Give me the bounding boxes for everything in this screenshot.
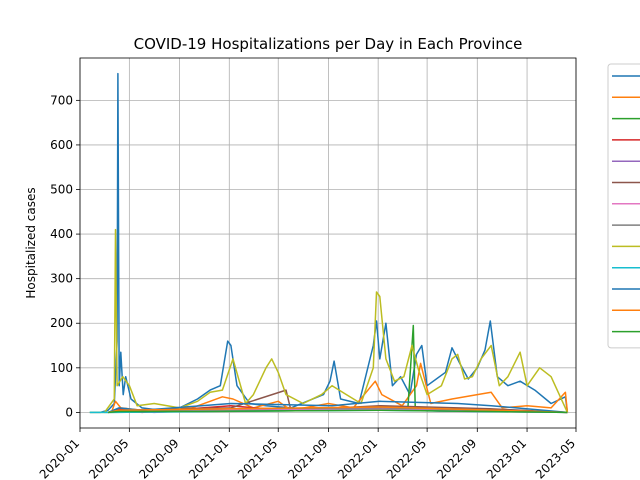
x-tick-label: 2020-05 bbox=[86, 436, 131, 480]
x-tick-label: 2022-01 bbox=[335, 436, 380, 480]
y-tick-label: 500 bbox=[50, 183, 73, 197]
series-line-9 bbox=[89, 228, 569, 414]
x-tick-label: 2023-05 bbox=[533, 436, 578, 480]
series-lines bbox=[89, 72, 569, 414]
x-tick-label: 2021-09 bbox=[285, 436, 330, 480]
y-tick-label: 400 bbox=[50, 227, 73, 241]
x-tick-label: 2021-01 bbox=[186, 436, 231, 480]
y-axis-ticks: 0 100 200 300 400 500 600 700 bbox=[50, 93, 80, 419]
series-line-11 bbox=[107, 400, 568, 414]
y-tick-label: 300 bbox=[50, 272, 73, 286]
x-tick-label: 2020-01 bbox=[37, 436, 82, 480]
x-tick-label: 2021-05 bbox=[235, 436, 280, 480]
x-tick-label: 2022-05 bbox=[384, 436, 429, 480]
grid bbox=[79, 58, 577, 428]
y-tick-label: 100 bbox=[50, 361, 73, 375]
y-tick-label: 0 bbox=[65, 405, 73, 419]
series-line-13 bbox=[108, 409, 568, 414]
x-tick-label: 2020-09 bbox=[136, 436, 181, 480]
y-axis-label: Hospitalized cases bbox=[24, 187, 38, 298]
chart-title: COVID-19 Hospitalizations per Day in Eac… bbox=[134, 35, 523, 53]
y-tick-label: 600 bbox=[50, 138, 73, 152]
x-tick-label: 2022-09 bbox=[434, 436, 479, 480]
y-tick-label: 700 bbox=[50, 93, 73, 107]
plot-frame bbox=[79, 57, 577, 429]
series-line-12 bbox=[107, 406, 568, 414]
y-tick-label: 200 bbox=[50, 316, 73, 330]
legend-box bbox=[607, 63, 640, 349]
x-tick-label: 2023-01 bbox=[484, 436, 529, 480]
x-axis-ticks: 2020-01 2020-05 2020-09 2021-01 2021-05 2021-… bbox=[37, 428, 578, 480]
legend bbox=[607, 63, 640, 349]
